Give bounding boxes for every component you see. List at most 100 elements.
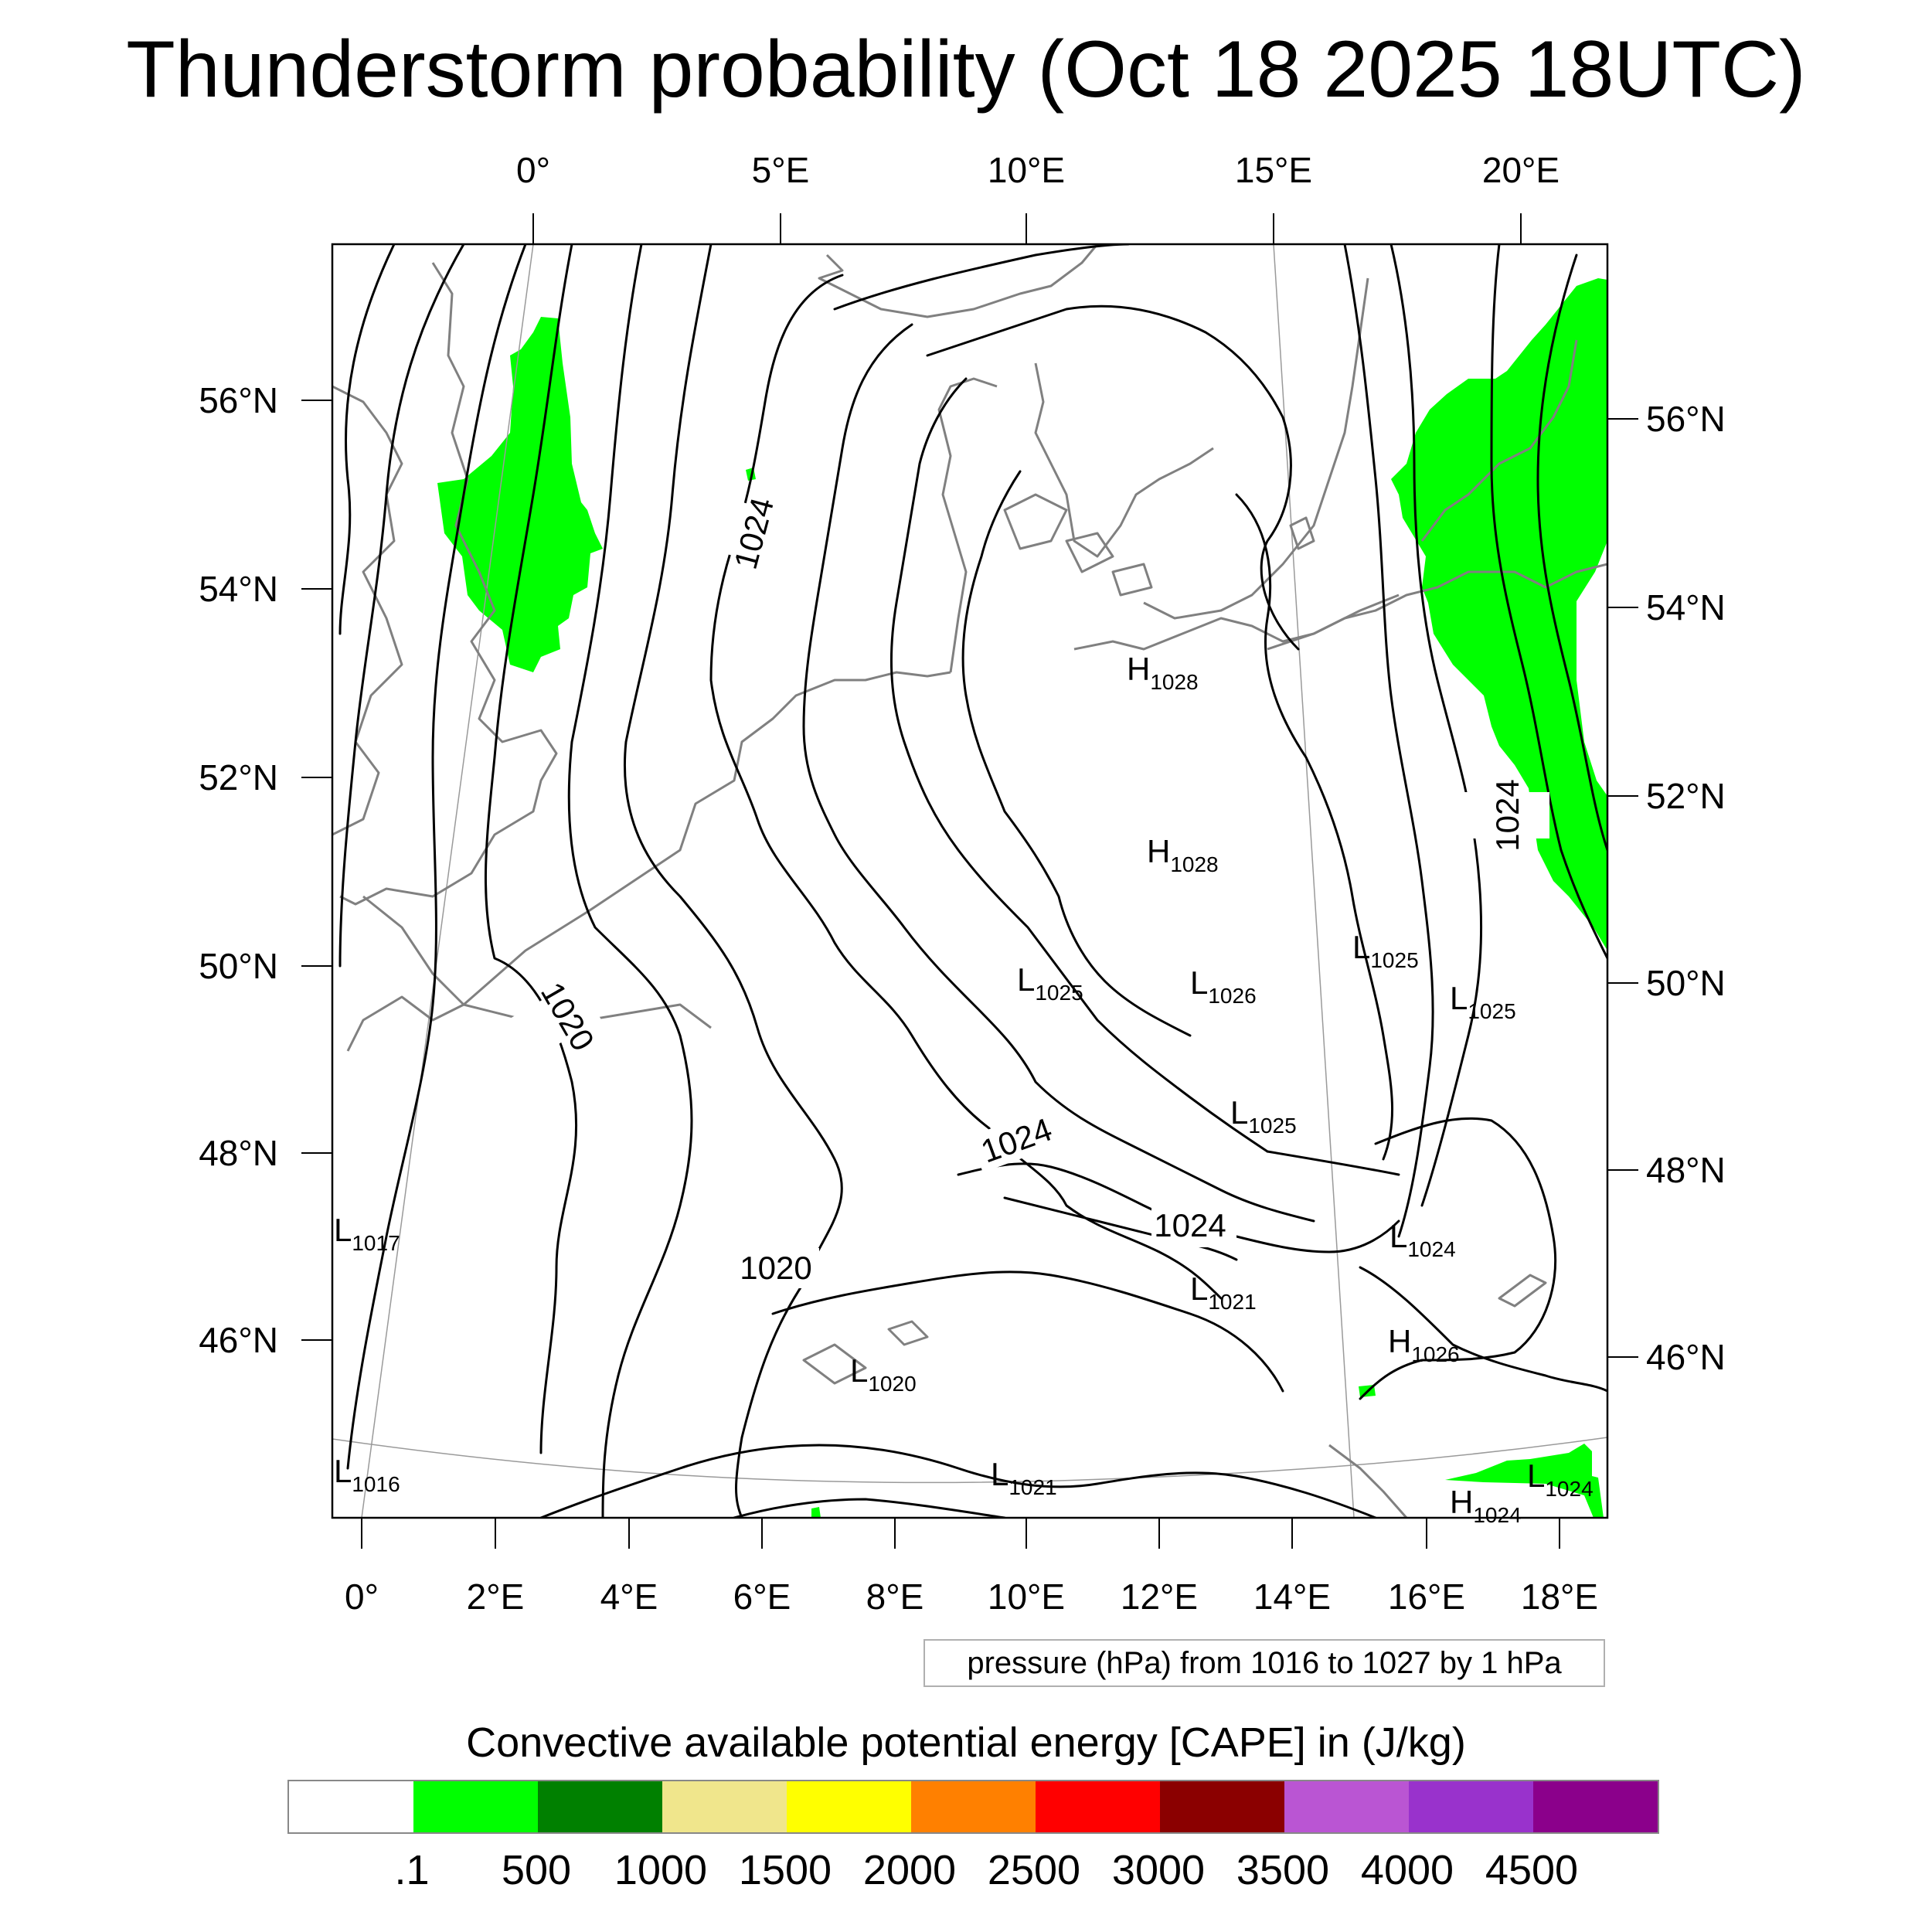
isobar-1 [338, 244, 396, 635]
pressure-center: L1025 [1017, 961, 1083, 1005]
colorbar-label: 4000 [1360, 1847, 1454, 1893]
isobar-alps [771, 1270, 1284, 1393]
pressure-center: L1020 [850, 1352, 917, 1396]
coast-benelux-germany [463, 671, 951, 1006]
coast-gotland [1289, 516, 1315, 550]
colorbar-box [1160, 1781, 1284, 1832]
colorbar-box [1284, 1781, 1409, 1832]
colorbar-label: 500 [501, 1847, 572, 1893]
colorbar-label: 2500 [987, 1847, 1081, 1893]
pressure-center: L1021 [991, 1456, 1057, 1499]
coastlines [332, 244, 1607, 1518]
colorbar-title: Convective available potential energy [C… [466, 1719, 1466, 1766]
pressure-center: L1017 [334, 1212, 400, 1255]
coast-france-north [346, 895, 465, 1052]
bottom-lon-label: 12°E [1121, 1577, 1198, 1617]
isobar-1026 [961, 470, 1192, 1037]
cape-area-southeast [1445, 1444, 1604, 1518]
right-lat-label: 54°N [1646, 587, 1726, 628]
isobar-southeast [1359, 1266, 1607, 1393]
bottom-lon-labels: 0° 2°E 4°E 6°E 8°E 10°E 12°E 14°E 16°E 1… [345, 1577, 1598, 1617]
top-lon-label: 0° [516, 150, 550, 190]
right-lat-label: 56°N [1646, 399, 1726, 439]
colorbar-label: 4500 [1485, 1847, 1579, 1893]
colorbar-box [1533, 1781, 1658, 1832]
colorbar-label: 3500 [1236, 1847, 1330, 1893]
coast-norway [818, 244, 1099, 318]
top-lon-label: 20°E [1482, 150, 1560, 190]
colorbar-label: 3000 [1111, 1847, 1206, 1893]
isobar-2 [338, 244, 465, 968]
plot-area [332, 244, 1607, 1518]
isobar-east-2 [1490, 244, 1607, 960]
colorbar-label: 1000 [614, 1847, 708, 1893]
colorbar-box [662, 1781, 787, 1832]
colorbar-label: 2000 [862, 1847, 957, 1893]
colorbar-label: .1 [394, 1847, 430, 1893]
coast-lakes-alps [802, 1320, 929, 1385]
isobar-1024a [802, 323, 1315, 1223]
isobar-southeast-2 [1359, 1117, 1556, 1400]
colorbar-box [1036, 1781, 1160, 1832]
top-lon-label: 5°E [752, 150, 810, 190]
coast-baltic-east [1420, 339, 1578, 542]
pressure-center: L1024 [1527, 1458, 1594, 1501]
left-lat-label: 56°N [199, 380, 278, 420]
left-lat-label: 48°N [199, 1133, 278, 1173]
isobar-1023 [709, 274, 1223, 1300]
coast-jutland [937, 377, 998, 673]
right-lat-label: 52°N [1646, 776, 1726, 816]
isobar-south-2 [733, 1498, 1006, 1518]
pressure-center: L1026 [1190, 964, 1257, 1008]
pressure-center: H1024 [1450, 1484, 1522, 1527]
bottom-lon-label: 0° [345, 1577, 379, 1617]
bottom-lon-label: 6°E [733, 1577, 791, 1617]
parallel-45n [332, 1437, 1607, 1484]
bottom-lon-label: 2°E [467, 1577, 525, 1617]
plot-frame [331, 243, 1609, 1519]
top-lon-labels: 0° 5°E 10°E 15°E 20°E [516, 150, 1560, 190]
pressure-center: L1021 [1190, 1270, 1257, 1314]
colorbar-labels: .1 500 1000 1500 2000 2500 3000 3500 400… [287, 1843, 1656, 1897]
pressure-center: L1025 [1230, 1094, 1297, 1138]
left-lat-label: 46°N [199, 1320, 278, 1360]
meridian-15e [1273, 244, 1355, 1518]
coast-danish-isles [1003, 493, 1153, 597]
isobar-east-3 [1536, 253, 1607, 852]
pressure-center: L1016 [334, 1453, 400, 1496]
isobar-north [833, 244, 1130, 311]
isobar-labels: 1024 1020 1024 1020 1024 1024 [504, 494, 1549, 1288]
coast-sweden-west [1034, 362, 1214, 558]
isobar-3 [346, 244, 527, 1470]
coast-adriatic [1328, 1444, 1408, 1518]
colorbar-box [1409, 1781, 1533, 1832]
isobar-north-2 [926, 304, 1300, 651]
coast-britain-east [339, 262, 558, 906]
colorbar-box [289, 1781, 413, 1832]
isobar-4 [484, 244, 578, 1454]
isobar-1026-east [1266, 1150, 1400, 1176]
bottom-lon-label: 10°E [988, 1577, 1065, 1617]
colorbar [287, 1780, 1659, 1834]
contour-info-box: pressure (hPa) from 1016 to 1027 by 1 hP… [923, 1639, 1605, 1687]
right-lat-label: 48°N [1646, 1150, 1726, 1190]
cape-shading [437, 278, 1607, 1518]
bottom-lon-label: 16°E [1388, 1577, 1465, 1617]
coast-east-lakes [1498, 1274, 1547, 1308]
right-lat-label: 50°N [1646, 963, 1726, 1003]
isobar-label: 1024 [1489, 779, 1526, 851]
cape-area-north-sea [437, 317, 603, 672]
isobar-east-4 [1343, 244, 1434, 1238]
coast-sweden-south [1143, 277, 1369, 620]
pressure-centers: H1028 H1028 L1025 L1026 L1025 L1025 L102… [334, 651, 1594, 1527]
right-lat-label: 46°N [1646, 1337, 1726, 1377]
isobar-south [539, 1444, 1377, 1518]
pressure-center: L1024 [1389, 1218, 1456, 1261]
colorbar-box [911, 1781, 1036, 1832]
isobars [338, 244, 1607, 1518]
bottom-lon-label: 8°E [866, 1577, 924, 1617]
left-lat-label: 50°N [199, 946, 278, 986]
isobar-6 [623, 244, 843, 1518]
isobar-5 [567, 244, 693, 1518]
